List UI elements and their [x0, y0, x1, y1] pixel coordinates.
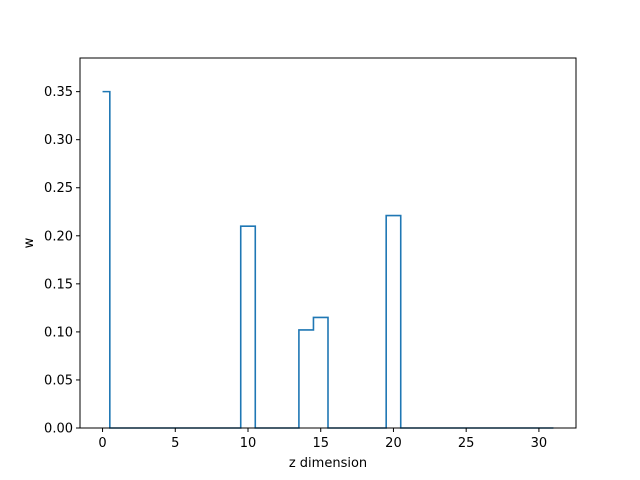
y-tick-label: 0.05 — [44, 373, 73, 388]
y-tick-label: 0.35 — [44, 85, 73, 100]
x-axis-label: z dimension — [289, 456, 367, 471]
y-axis-ticks: 0.00 0.05 0.10 0.15 0.20 0.25 0.30 0.35 — [44, 85, 80, 437]
x-tick-label: 5 — [171, 436, 179, 451]
x-tick-label: 15 — [312, 436, 329, 451]
y-tick-label: 0.30 — [44, 133, 73, 148]
x-tick-label: 0 — [98, 436, 106, 451]
y-tick-label: 0.25 — [44, 181, 73, 196]
y-tick-label: 0.00 — [44, 422, 73, 437]
y-tick-label: 0.15 — [44, 277, 73, 292]
x-axis-ticks: 0 5 10 15 20 25 30 — [98, 428, 547, 451]
x-tick-label: 30 — [531, 436, 548, 451]
x-tick-label: 20 — [385, 436, 402, 451]
y-axis-label: w — [22, 237, 37, 248]
plot-frame — [79, 57, 577, 429]
x-tick-label: 25 — [458, 436, 475, 451]
x-tick-label: 10 — [240, 436, 257, 451]
y-tick-label: 0.10 — [44, 325, 73, 340]
y-tick-label: 0.20 — [44, 229, 73, 244]
